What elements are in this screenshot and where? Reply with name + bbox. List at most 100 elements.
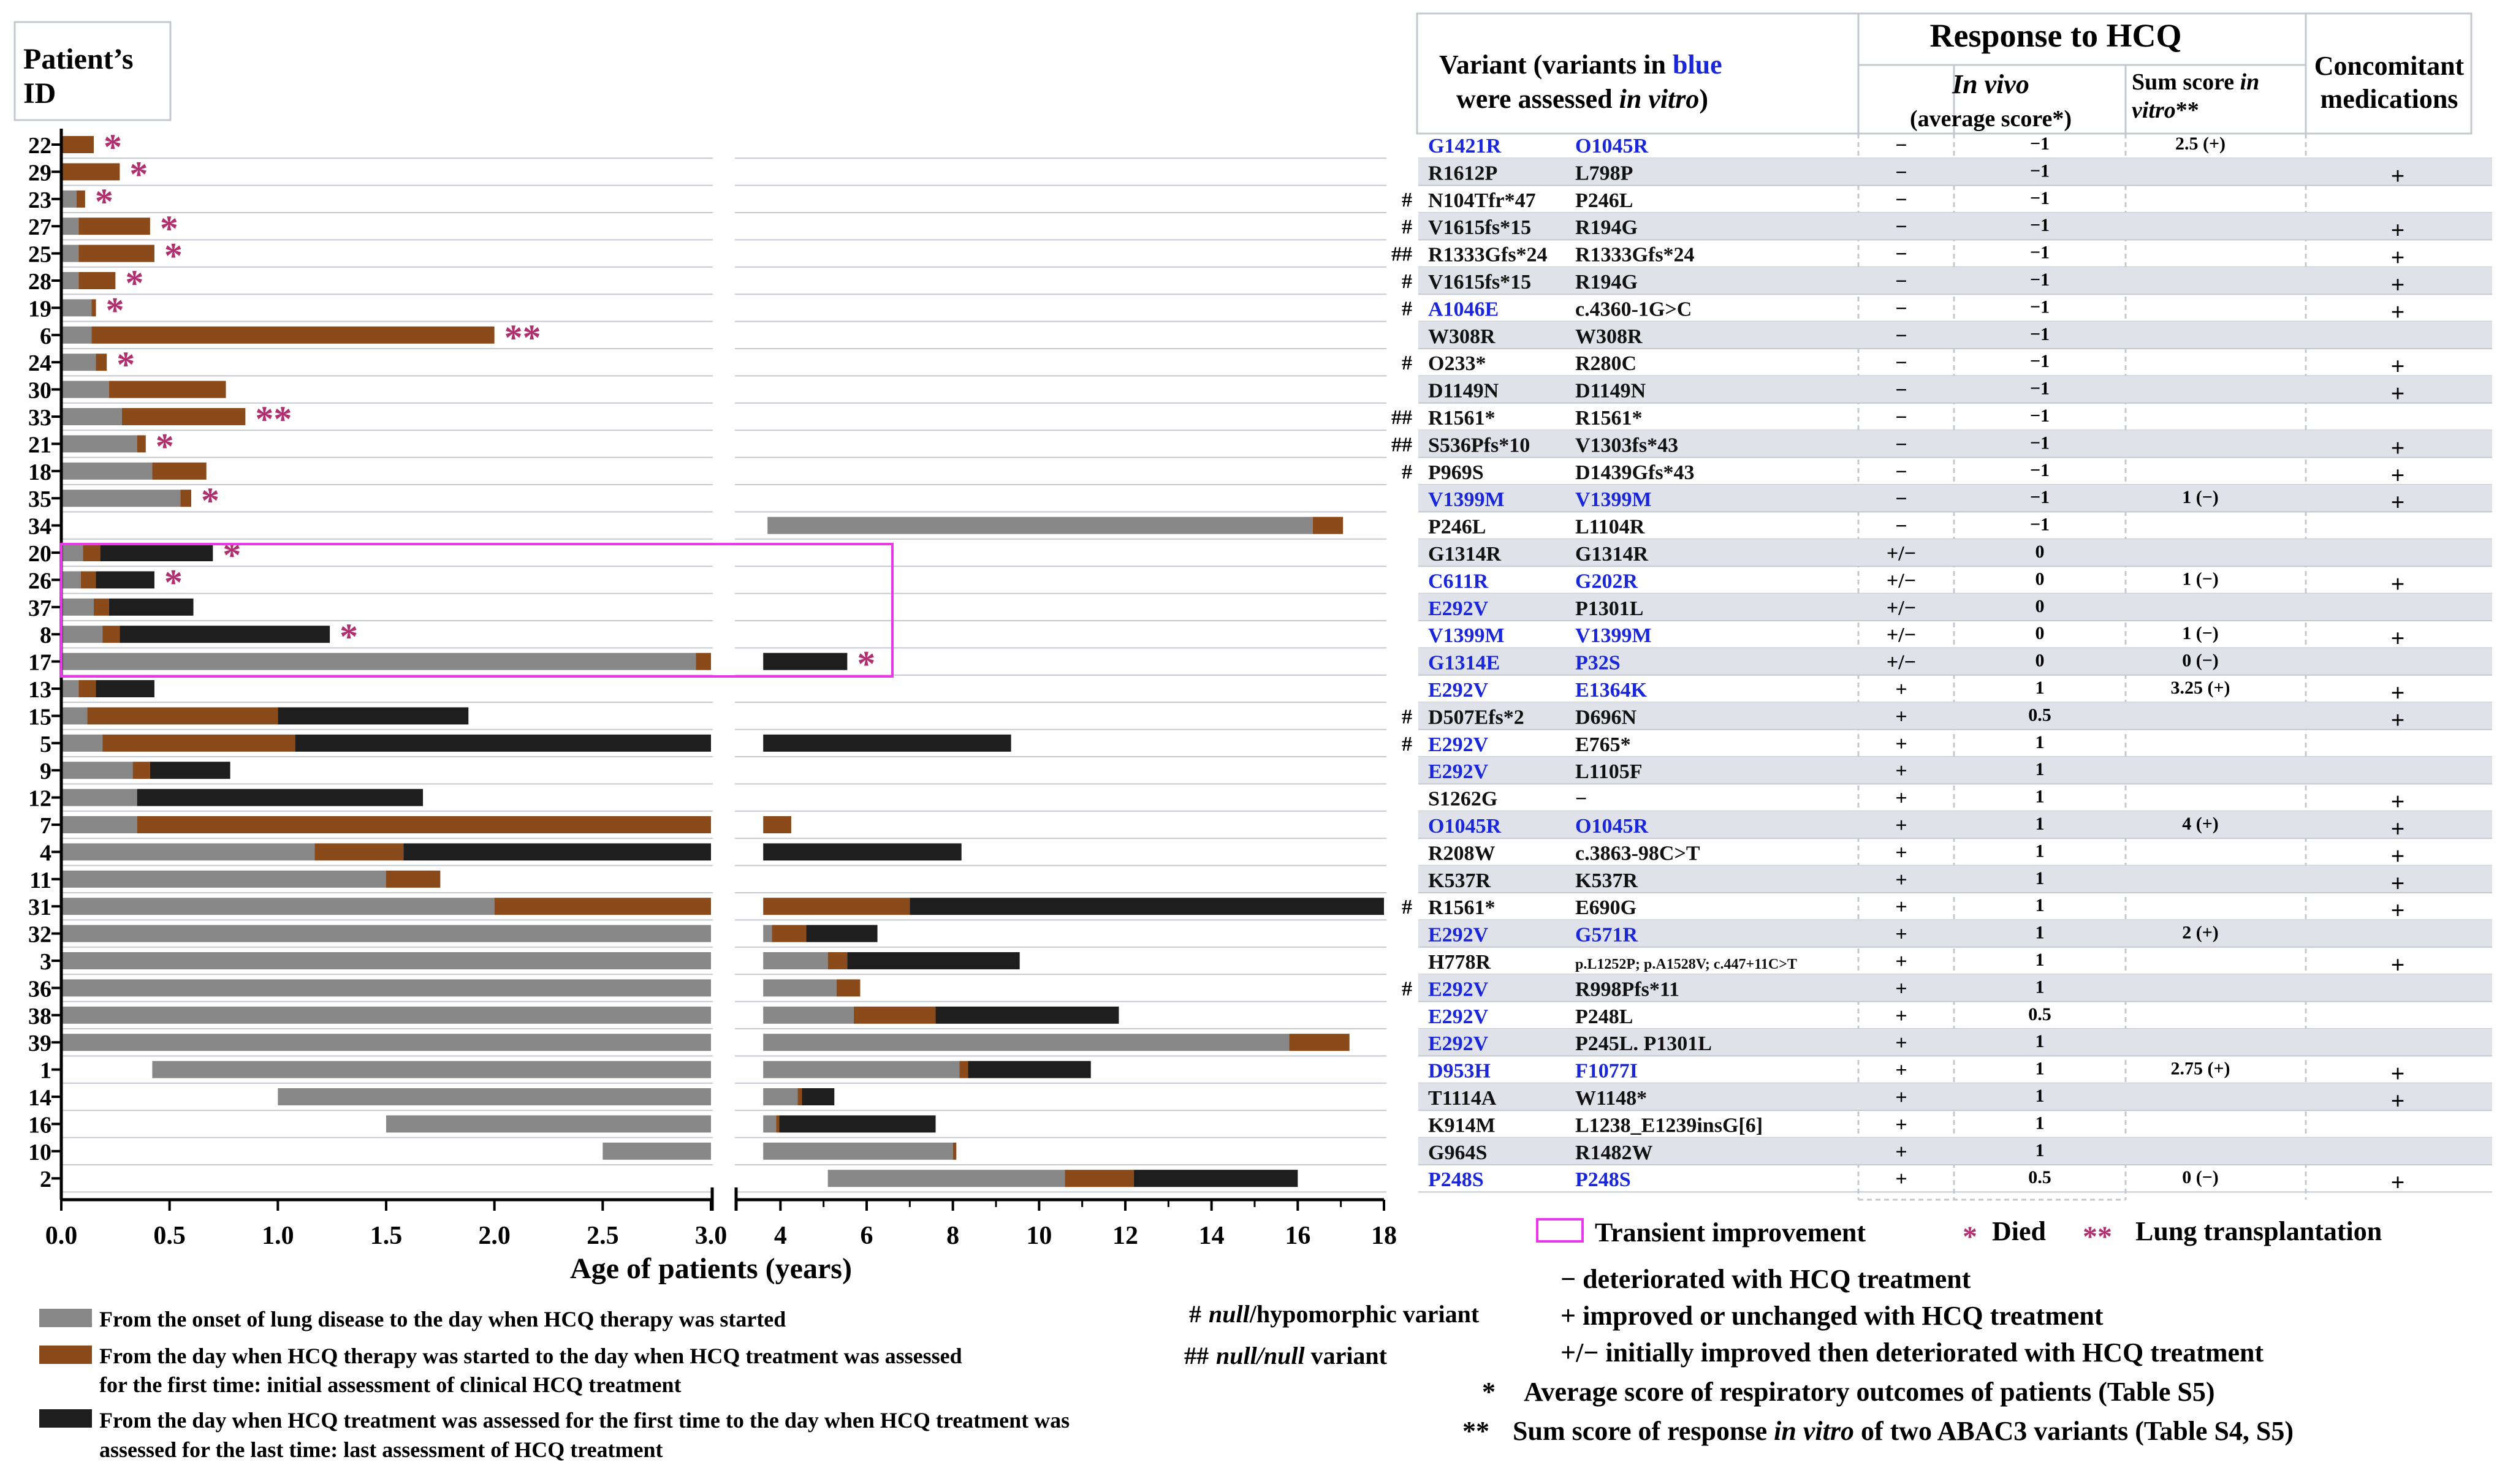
x-tick-label: 18 bbox=[1371, 1222, 1397, 1250]
legend-black-swatch bbox=[39, 1409, 92, 1428]
average-score: −1 bbox=[2030, 351, 2050, 371]
patient-id-label: 5 bbox=[40, 732, 51, 757]
x-tick-label: 3.0 bbox=[695, 1222, 728, 1250]
invivo-response: +/− bbox=[1887, 569, 1916, 592]
variant-1: P246L bbox=[1428, 516, 1486, 539]
bar-black-segment bbox=[403, 843, 711, 861]
sum-score-header-line2: vitro** bbox=[2132, 97, 2199, 123]
variant-2: G1314R bbox=[1575, 543, 1648, 566]
average-score: 1 bbox=[2036, 759, 2045, 779]
bar-gray-segment bbox=[61, 979, 711, 997]
patient-id-label: 15 bbox=[28, 704, 51, 730]
bar-gray-segment bbox=[61, 762, 133, 779]
invivo-response: − bbox=[1895, 352, 1907, 374]
invivo-response: − bbox=[1895, 270, 1907, 293]
table-row-stripe bbox=[1418, 648, 2492, 675]
concomitant-mark: + bbox=[2391, 488, 2405, 516]
bar-gray-segment bbox=[763, 1115, 777, 1133]
x-tick-label: 1.0 bbox=[262, 1222, 294, 1250]
x-tick-label: 4 bbox=[774, 1222, 787, 1250]
died-mark: * bbox=[160, 208, 178, 249]
average-score: 0.5 bbox=[2028, 1004, 2051, 1024]
patient-row: 20 * G1314R G1314R +/− 0 bbox=[28, 535, 2492, 575]
bar-gray-segment bbox=[152, 1061, 711, 1078]
invivo-response: − bbox=[1895, 216, 1907, 238]
average-score: 1 bbox=[2036, 1086, 2045, 1106]
invivo-response: + bbox=[1895, 869, 1907, 892]
invivo-response: + bbox=[1895, 896, 1907, 918]
invivo-response: +/− bbox=[1887, 597, 1916, 619]
variant-1: S1262G bbox=[1428, 788, 1497, 811]
variant-1: E292V bbox=[1428, 1005, 1489, 1028]
patient-id-label: 27 bbox=[28, 214, 51, 240]
invivo-response: + bbox=[1895, 678, 1907, 701]
invivo-response: + bbox=[1895, 1032, 1907, 1054]
variant-header-line2: were assessed in vitro) bbox=[1456, 84, 1708, 114]
variant-1: G964S bbox=[1428, 1141, 1487, 1164]
variant-1: O1045R bbox=[1428, 815, 1501, 838]
concomitant-mark: + bbox=[2391, 216, 2405, 244]
patient-row: 35 * V1399M V1399M − −1 1 (−) + bbox=[28, 480, 2492, 521]
bar-brown-segment bbox=[827, 952, 848, 969]
lung-transplant-mark: ** bbox=[504, 317, 541, 358]
patient-id-label: 20 bbox=[28, 541, 51, 567]
bar-brown-segment bbox=[121, 408, 246, 425]
variant-class-mark: # bbox=[1402, 461, 1412, 483]
patient-id-label: 28 bbox=[28, 269, 51, 295]
legend-brown-line2: for the first time: initial assessment o… bbox=[99, 1372, 681, 1397]
x-tick-label: 6 bbox=[861, 1222, 873, 1250]
concomitant-mark: + bbox=[2391, 352, 2405, 380]
variant-2: V1303fs*43 bbox=[1575, 434, 1678, 456]
bar-black-segment bbox=[96, 680, 154, 697]
bar-gray-segment bbox=[763, 1061, 960, 1078]
x-tick-label: 14 bbox=[1199, 1222, 1225, 1250]
invivo-header: In vivo bbox=[1952, 69, 2029, 99]
variant-2: R194G bbox=[1575, 271, 1638, 293]
variant-2: R1482W bbox=[1575, 1141, 1653, 1164]
variant-2: p.L1252P; p.A1528V; c.447+11C>T bbox=[1575, 956, 1797, 972]
invivo-response: − bbox=[1895, 406, 1907, 429]
variant-2: L798P bbox=[1575, 162, 1633, 184]
bar-gray-segment bbox=[61, 843, 315, 861]
average-score: 1 bbox=[2036, 1140, 2045, 1160]
x-tick-label: 2.0 bbox=[478, 1222, 511, 1250]
variant-1: E292V bbox=[1428, 978, 1489, 1001]
row-layer: 22 * G1421R O1045R − −1 2.5 (+)29 * R1612P L798P −… bbox=[28, 127, 2492, 1196]
invivo-response: + bbox=[1895, 1113, 1907, 1136]
variant-2: R194G bbox=[1575, 216, 1638, 239]
variant-2: E765* bbox=[1575, 733, 1631, 756]
patient-row: 3 H778R p.L1252P; p.A1528V; c.447+11C>T +1 + bbox=[40, 949, 2492, 979]
bar-gray-segment bbox=[61, 1034, 711, 1051]
invivo-response: + bbox=[1895, 950, 1907, 973]
invivo-response: + bbox=[1895, 841, 1907, 864]
invivo-response: + bbox=[1895, 923, 1907, 946]
patient-row: 2 P248S P248S +0.5 0 (−) + bbox=[40, 1167, 2492, 1196]
sum-score-d: ** bbox=[2176, 97, 2199, 123]
patient-row: 9 E292V L1105F +1 bbox=[40, 757, 2492, 785]
variant-class-mark: # bbox=[1402, 270, 1412, 293]
invivo-response: + bbox=[1895, 1168, 1907, 1191]
bar-gray-segment bbox=[61, 734, 103, 752]
sum-score-a: Sum score bbox=[2132, 69, 2240, 95]
variant-1: K537R bbox=[1428, 869, 1491, 892]
invivo-response: +/− bbox=[1887, 651, 1916, 674]
bar-brown-segment bbox=[836, 979, 861, 997]
variant-class-mark: # bbox=[1402, 977, 1412, 1000]
patient-row: 8 * V1399M V1399M +/− 0 1 (−) + bbox=[40, 616, 2492, 657]
variant-1: G1314E bbox=[1428, 652, 1500, 675]
sum-score: 1 (−) bbox=[2182, 487, 2219, 507]
bar-gray-segment bbox=[767, 517, 1313, 534]
bar-black-segment bbox=[120, 626, 330, 643]
variant-1: W308R bbox=[1428, 325, 1496, 348]
legend-gray-label: From the onset of lung disease to the da… bbox=[99, 1307, 786, 1331]
variant-1: V1399M bbox=[1428, 624, 1505, 647]
patient-row: 30 D1149N D1149N − −1 + bbox=[28, 376, 2492, 407]
x-tick-label: 0.0 bbox=[45, 1222, 78, 1250]
legend-star-key: * bbox=[1482, 1377, 1496, 1407]
bar-brown-segment bbox=[96, 354, 107, 371]
bar-brown-segment bbox=[1312, 517, 1344, 534]
variant-class-mark: # bbox=[1402, 352, 1412, 374]
patient-row: 36 # E292V R998Pfs*11 +1 bbox=[28, 974, 2492, 1002]
invivo-response: − bbox=[1895, 161, 1907, 184]
patient-id-label: 24 bbox=[28, 350, 51, 376]
